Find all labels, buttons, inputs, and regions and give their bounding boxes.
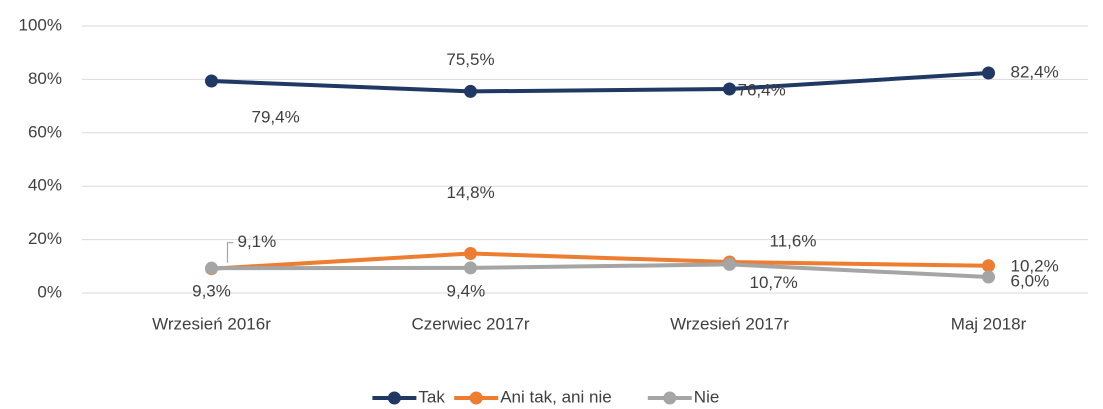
- marker: [982, 270, 995, 284]
- y-tick-label: 40%: [28, 176, 62, 195]
- y-tick-label: 0%: [37, 282, 62, 301]
- data-label: 9,3%: [192, 282, 231, 301]
- series-line: [211, 262, 989, 279]
- data-label: 75,5%: [446, 50, 494, 69]
- series-line: [211, 70, 989, 94]
- marker: [982, 66, 995, 80]
- data-label: 10,2%: [1011, 256, 1059, 275]
- x-tick-label: Wrzesień 2016r: [152, 314, 271, 333]
- leader-line: [226, 242, 234, 263]
- data-label: 82,4%: [1011, 62, 1059, 81]
- data-label: 79,4%: [252, 107, 300, 126]
- marker: [464, 261, 477, 275]
- marker: [723, 257, 736, 271]
- data-label: 9,1%: [238, 232, 277, 251]
- series-line: [211, 251, 989, 271]
- y-tick-label: 100%: [19, 15, 62, 34]
- legend-label: Nie: [694, 387, 720, 406]
- legend-marker: [387, 391, 401, 405]
- x-tick-label: Wrzesień 2017r: [670, 314, 789, 333]
- marker: [205, 261, 218, 275]
- marker: [464, 84, 477, 98]
- data-label: 14,8%: [447, 183, 495, 202]
- legend-marker: [663, 391, 677, 405]
- x-tick-label: Maj 2018r: [951, 314, 1027, 333]
- y-tick-label: 20%: [28, 229, 62, 248]
- x-tick-label: Czerwiec 2017r: [411, 314, 529, 333]
- legend-label: Ani tak, ani nie: [500, 387, 612, 406]
- legend-label: Tak: [418, 387, 445, 406]
- data-label: 11,6%: [770, 232, 817, 251]
- y-tick-label: 60%: [28, 122, 62, 141]
- marker: [982, 259, 995, 273]
- marker: [205, 74, 218, 88]
- data-label: 76,4%: [738, 80, 786, 99]
- data-label: 6,0%: [1011, 271, 1050, 290]
- marker: [464, 246, 477, 260]
- y-tick-label: 80%: [28, 69, 62, 88]
- data-label: 9,4%: [447, 281, 486, 300]
- legend-marker: [469, 391, 483, 405]
- marker: [723, 82, 736, 96]
- data-label: 10,7%: [750, 273, 798, 292]
